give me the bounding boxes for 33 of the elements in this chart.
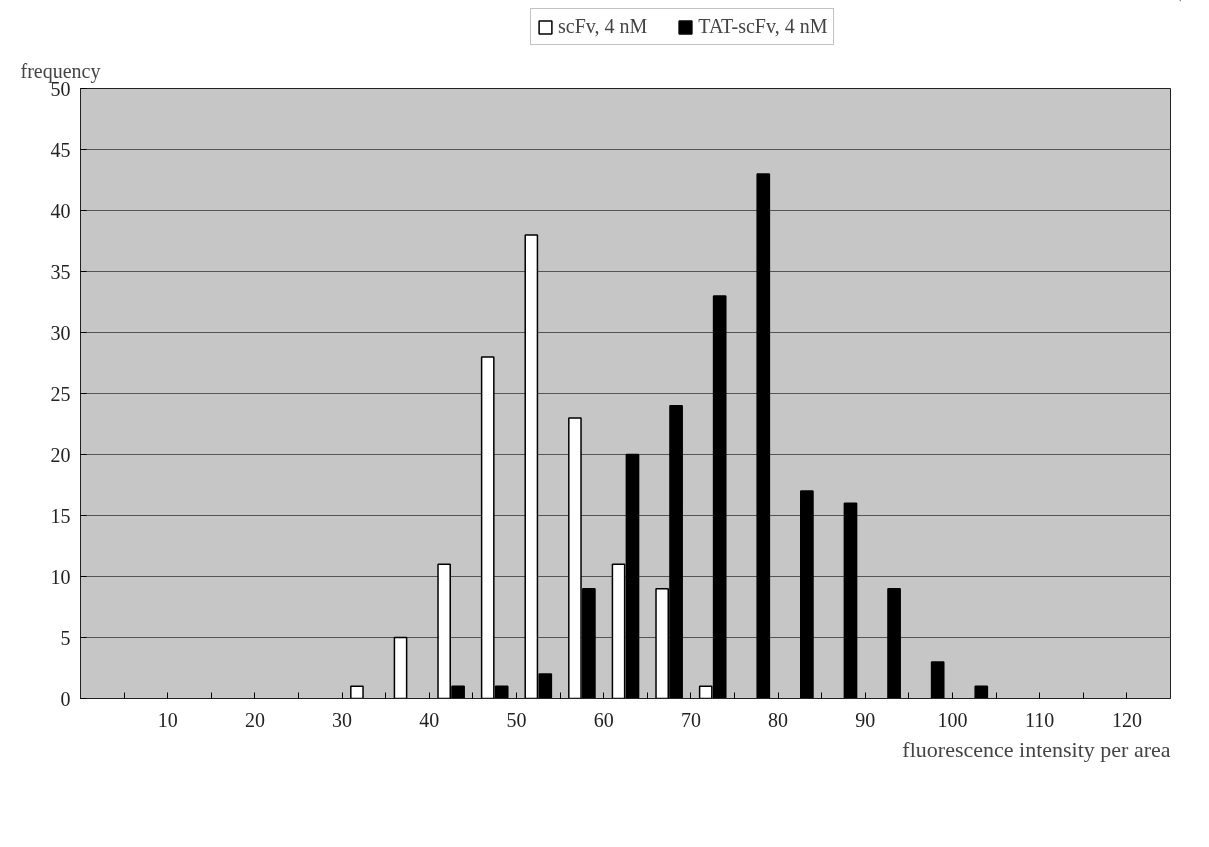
y-tick-label: 35 [50, 260, 71, 283]
bar [887, 587, 901, 699]
bar [393, 636, 408, 699]
legend-label: TAT-scFv, 4 nM [698, 15, 828, 38]
y-tick-label: 30 [50, 321, 71, 344]
y-tick-label: 15 [50, 504, 71, 527]
bar [800, 490, 814, 699]
y-tick-label: 5 [60, 626, 71, 649]
legend-label: scFv, 4 nM [558, 15, 648, 38]
y-tick-label: 10 [50, 565, 71, 588]
y-tick-label: 20 [50, 443, 71, 466]
x-tick-label: 50 [506, 708, 527, 731]
x-tick-label: 30 [332, 708, 353, 731]
x-axis-title: fluorescence intensity per area [902, 736, 1171, 762]
x-tick-label: 80 [768, 708, 789, 731]
x-tick-label: 10 [157, 708, 178, 731]
x-tick-label: 110 [1025, 708, 1055, 731]
y-tick-label: 40 [50, 199, 71, 222]
bar [930, 661, 945, 699]
y-tick-label: 45 [50, 138, 71, 161]
x-tick-label: 20 [244, 708, 265, 731]
x-tick-label: 40 [419, 708, 440, 731]
x-tick-label: 70 [680, 708, 701, 731]
bar [843, 502, 858, 699]
y-tick-label: 0 [60, 687, 71, 710]
x-tick-label: 60 [593, 708, 614, 731]
x-tick-label: 90 [855, 708, 876, 731]
y-tick-label: 25 [50, 382, 71, 405]
x-tick-label: 120 [1111, 708, 1142, 731]
bar [350, 685, 364, 699]
bar [756, 173, 771, 699]
bar [974, 685, 989, 699]
x-tick-label: 100 [937, 708, 968, 731]
